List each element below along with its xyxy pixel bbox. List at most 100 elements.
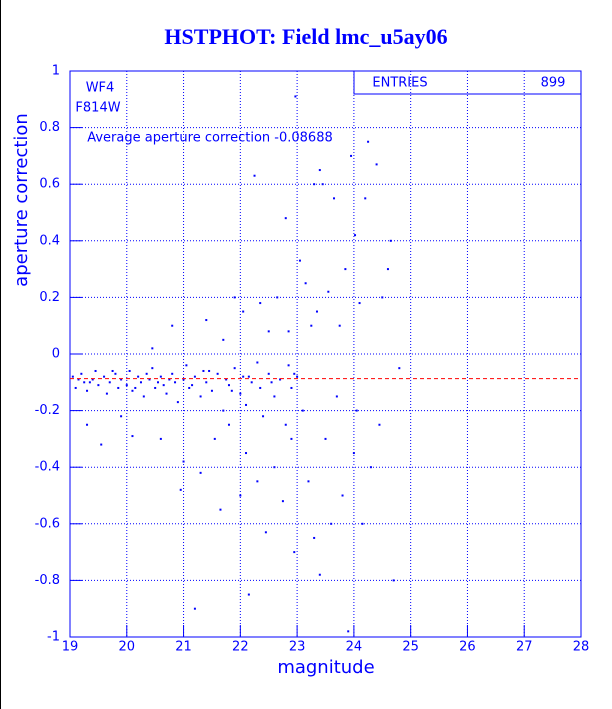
point (120, 378, 123, 381)
point (111, 369, 114, 372)
y-tick-label: 0.4 (39, 233, 60, 248)
point (284, 217, 287, 220)
point (148, 378, 151, 381)
point (174, 381, 177, 384)
point (157, 381, 160, 384)
point (259, 302, 262, 305)
x-axis-title: magnitude (277, 657, 374, 678)
point (361, 522, 364, 525)
point (290, 386, 293, 389)
y-tick-label: 0.6 (39, 177, 60, 192)
x-tick-label: 21 (175, 640, 192, 655)
point (91, 378, 94, 381)
point (245, 452, 248, 455)
point (233, 367, 236, 370)
point (182, 378, 185, 381)
point (247, 375, 250, 378)
point (188, 386, 191, 389)
annotation: WF4 (86, 81, 115, 96)
x-tick-label: 23 (289, 640, 306, 655)
point (71, 375, 74, 378)
point (125, 384, 128, 387)
point (247, 593, 250, 596)
point (364, 197, 367, 200)
point (381, 296, 384, 299)
point (151, 347, 154, 350)
point (77, 378, 80, 381)
point (222, 338, 225, 341)
y-tick-label: 0 (52, 347, 60, 362)
point (344, 268, 347, 271)
point (239, 392, 242, 395)
point (80, 372, 83, 375)
point (86, 389, 89, 392)
point (284, 423, 287, 426)
point (134, 386, 137, 389)
point (103, 375, 106, 378)
point (168, 378, 171, 381)
point (159, 375, 162, 378)
point (392, 579, 395, 582)
point (369, 466, 372, 469)
point (293, 372, 296, 375)
point (219, 508, 222, 511)
point (74, 386, 77, 389)
point (347, 630, 350, 633)
annotation: Average aperture correction -0.08688 (87, 131, 333, 146)
point (242, 375, 245, 378)
point (100, 443, 103, 446)
point (338, 324, 341, 327)
point (287, 364, 290, 367)
point (230, 389, 233, 392)
x-tick-label: 19 (62, 640, 79, 655)
point (389, 239, 392, 242)
point (227, 384, 230, 387)
point (273, 395, 276, 398)
y-tick-label: 0.8 (39, 120, 60, 135)
y-tick-label: -1 (47, 630, 60, 645)
point (171, 372, 174, 375)
point (105, 392, 108, 395)
y-tick-label: 0.2 (39, 290, 60, 305)
point (145, 372, 148, 375)
chart-title: HSTPHOT: Field lmc_u5ay06 (164, 24, 447, 49)
point (375, 163, 378, 166)
point (213, 437, 216, 440)
point (350, 154, 353, 157)
point (159, 437, 162, 440)
x-tick-label: 26 (459, 640, 476, 655)
point (233, 296, 236, 299)
point (225, 378, 228, 381)
point (313, 183, 316, 186)
point (179, 488, 182, 491)
point (182, 460, 185, 463)
point (335, 395, 338, 398)
point (307, 480, 310, 483)
point (83, 381, 86, 384)
x-tick-label: 24 (346, 640, 363, 655)
point (88, 381, 91, 384)
point (137, 375, 140, 378)
point (250, 381, 253, 384)
point (222, 409, 225, 412)
point (318, 169, 321, 172)
point (330, 522, 333, 525)
point (193, 375, 196, 378)
point (131, 389, 134, 392)
x-tick-label: 28 (573, 640, 590, 655)
point (298, 259, 301, 262)
point (327, 290, 330, 293)
point (358, 302, 361, 305)
x-tick-label: 27 (516, 640, 533, 655)
point (293, 551, 296, 554)
point (256, 480, 259, 483)
point (199, 471, 202, 474)
point (301, 409, 304, 412)
x-tick-label: 22 (232, 640, 249, 655)
y-axis-title: aperture correction (11, 113, 32, 287)
point (202, 369, 205, 372)
y-tick-label: -0.8 (35, 573, 60, 588)
point (176, 401, 179, 404)
point (378, 423, 381, 426)
